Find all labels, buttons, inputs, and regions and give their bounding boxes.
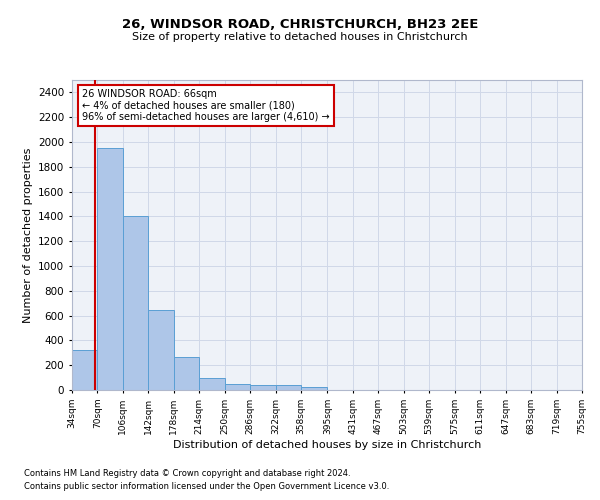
Bar bbox=[199, 378, 225, 390]
Bar bbox=[174, 356, 199, 390]
Text: 26, WINDSOR ROAD, CHRISTCHURCH, BH23 2EE: 26, WINDSOR ROAD, CHRISTCHURCH, BH23 2EE bbox=[122, 18, 478, 30]
Bar bbox=[301, 387, 328, 390]
Bar bbox=[225, 384, 250, 390]
Bar bbox=[250, 385, 276, 390]
Bar bbox=[148, 310, 174, 390]
Bar bbox=[97, 148, 123, 390]
X-axis label: Distribution of detached houses by size in Christchurch: Distribution of detached houses by size … bbox=[173, 440, 481, 450]
Text: Contains HM Land Registry data © Crown copyright and database right 2024.: Contains HM Land Registry data © Crown c… bbox=[24, 468, 350, 477]
Text: Contains public sector information licensed under the Open Government Licence v3: Contains public sector information licen… bbox=[24, 482, 389, 491]
Text: Size of property relative to detached houses in Christchurch: Size of property relative to detached ho… bbox=[132, 32, 468, 42]
Text: 26 WINDSOR ROAD: 66sqm
← 4% of detached houses are smaller (180)
96% of semi-det: 26 WINDSOR ROAD: 66sqm ← 4% of detached … bbox=[82, 90, 330, 122]
Y-axis label: Number of detached properties: Number of detached properties bbox=[23, 148, 32, 322]
Bar bbox=[123, 216, 148, 390]
Bar bbox=[72, 350, 97, 390]
Bar bbox=[276, 386, 301, 390]
